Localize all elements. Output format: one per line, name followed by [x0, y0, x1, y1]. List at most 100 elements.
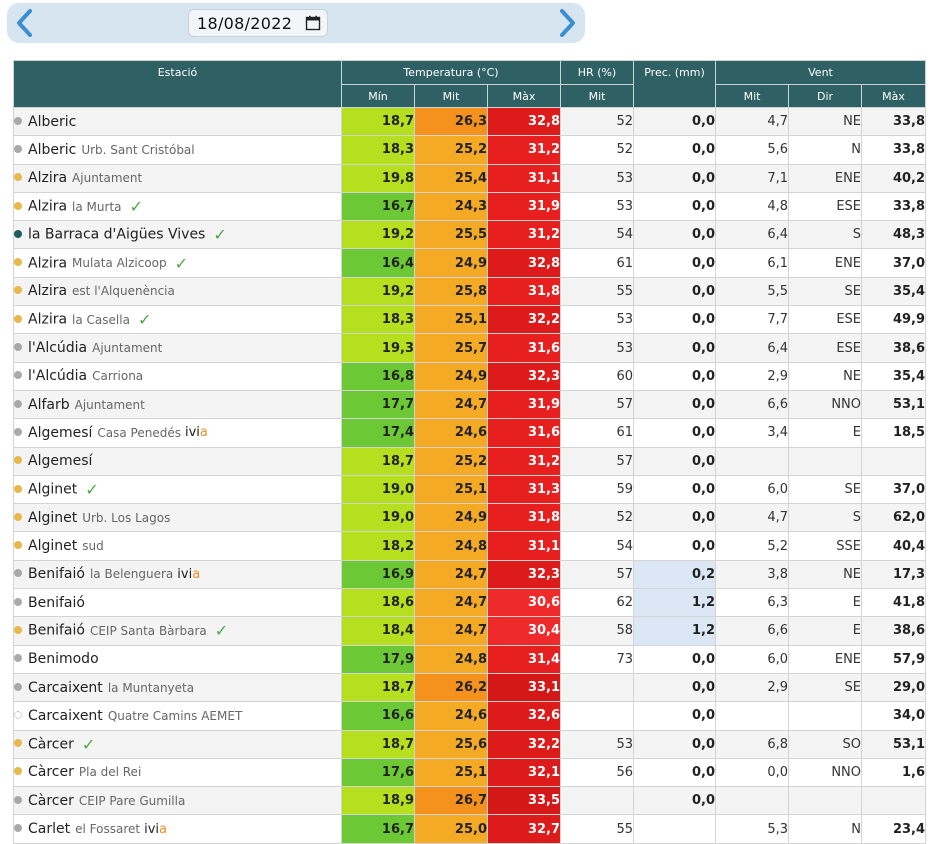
table-row[interactable]: Alberic Urb. Sant Cristóbal 18,3 25,2 31,2 52…	[13, 135, 927, 165]
temp-mit-cell: 25,6	[414, 729, 488, 759]
station-cell[interactable]: Alzira Mulata Alzicoop ✓	[13, 248, 342, 278]
date-input[interactable]: 18/08/2022	[188, 9, 328, 37]
table-row[interactable]: Algemesí Casa Penedés ivia 17,4 24,6 31,6 61 0,…	[13, 418, 927, 448]
humidity-cell: 52	[560, 106, 635, 137]
humidity-cell: 57	[560, 559, 635, 590]
header-temperature: Temperatura (°C)	[340, 60, 562, 85]
station-cell[interactable]: Carlet el Fossaret ivia	[13, 814, 342, 844]
table-row[interactable]: Alzira la Casella ✓ 18,3 25,1 32,2 53 0,0 7,7 ESE…	[13, 305, 927, 335]
table-row[interactable]: Carcaixent Quatre Camins AEMET 16,6 24,6 32,…	[13, 701, 927, 731]
header-wind-dir[interactable]: Dir	[788, 84, 863, 108]
table-row[interactable]: Alzira la Murta ✓ 16,7 24,3 31,9 53 0,0 4,8 ESE 33…	[13, 191, 927, 222]
station-cell[interactable]: Algemesí Casa Penedés ivia	[13, 418, 342, 448]
header-wind-max[interactable]: Màx	[861, 84, 927, 108]
station-cell[interactable]: la Barraca d'Aigües Vives ✓	[13, 220, 342, 250]
header-temp-mit[interactable]: Mit	[414, 84, 488, 108]
station-cell[interactable]: Alzira la Murta ✓	[13, 191, 342, 222]
table-row[interactable]: Benifaió CEIP Santa Bàrbara ✓ 18,4 24,7 30,4 5…	[13, 616, 927, 646]
precipitation-cell: 0,0	[633, 191, 717, 222]
wind-max-cell: 35,4	[861, 361, 927, 391]
station-cell[interactable]: Alginet Urb. Los Lagos	[13, 503, 342, 533]
station-cell[interactable]: Alberic	[13, 106, 342, 137]
station-cell[interactable]: Càrcer CEIP Pare Gumilla	[13, 786, 342, 816]
wind-max-cell: 33,8	[861, 106, 927, 137]
temp-max-cell: 30,4	[486, 616, 562, 646]
calendar-icon[interactable]	[305, 15, 321, 31]
next-day-button[interactable]	[549, 3, 585, 43]
wind-dir-cell: SE	[788, 672, 863, 703]
header-hr-mit[interactable]: Mit	[560, 84, 635, 108]
station-cell[interactable]: Alginet ✓	[13, 474, 342, 505]
table-row[interactable]: Càrcer ✓ 18,7 25,6 32,2 53 0,0 6,8 SO 53,1	[13, 729, 927, 759]
precipitation-cell: 0,0	[633, 531, 717, 561]
wind-max-cell: 49,9	[861, 305, 927, 335]
station-cell[interactable]: Benifaió la Belenguera ivia	[13, 559, 342, 590]
table-row[interactable]: Benifaió la Belenguera ivia 16,9 24,7 32,3 57 0…	[13, 559, 927, 590]
station-cell[interactable]: Benifaió CEIP Santa Bàrbara ✓	[13, 616, 342, 646]
status-dot-icon	[14, 399, 22, 408]
station-cell[interactable]: Alginet sud	[13, 531, 342, 561]
station-cell[interactable]: Carcaixent Quatre Camins AEMET	[13, 701, 342, 731]
temp-max-cell: 32,1	[486, 757, 562, 788]
station-cell[interactable]: Carcaixent la Muntanyeta	[13, 672, 342, 703]
wind-dir-cell: S	[788, 220, 863, 250]
header-temp-max[interactable]: Màx	[486, 84, 562, 108]
table-row[interactable]: Benimodo 17,9 24,8 31,4 73 0,0 6,0 ENE 57,9	[13, 644, 927, 674]
temp-max-cell: 31,2	[486, 220, 562, 250]
station-cell[interactable]: Càrcer ✓	[13, 729, 342, 759]
table-row[interactable]: Alzira Ajuntament 19,8 25,4 31,1 53 0,0 7,1 ENE 4…	[13, 163, 927, 193]
station-name: Benifaió	[28, 566, 85, 583]
station-cell[interactable]: Alfarb Ajuntament	[13, 389, 342, 420]
station-location: el Fossaret	[75, 822, 141, 837]
wind-mit-cell: 6,4	[715, 220, 790, 250]
wind-dir-cell: ENE	[788, 644, 863, 674]
table-row[interactable]: la Barraca d'Aigües Vives ✓ 19,2 25,5 31,2 54…	[13, 220, 927, 250]
station-cell[interactable]: Alzira Ajuntament	[13, 163, 342, 193]
station-cell[interactable]: l'Alcúdia Ajuntament	[13, 333, 342, 363]
table-row[interactable]: Alginet sud 18,2 24,8 31,1 54 0,0 5,2 SSE 40,4	[13, 531, 927, 561]
header-temp-min[interactable]: Mín	[341, 84, 415, 108]
precipitation-cell: 0,0	[633, 446, 717, 476]
table-row[interactable]: Alberic 18,7 26,3 32,8 52 0,0 4,7 NE 33,8	[13, 106, 927, 137]
table-row[interactable]: l'Alcúdia Carriona 16,8 24,9 32,3 60 0,0 2,9 NE 3…	[13, 361, 927, 391]
table-row[interactable]: Carlet el Fossaret ivia 16,7 25,0 32,7 55 5,3 N 2…	[13, 814, 927, 844]
table-row[interactable]: Alzira est l'Alquenència 19,2 25,8 31,8 55 0,0…	[13, 276, 927, 307]
station-cell[interactable]: Benifaió	[13, 588, 342, 618]
table-row[interactable]: Benifaió 18,6 24,7 30,6 62 1,2 6,3 E 41,8	[13, 588, 927, 618]
temp-min-cell: 19,3	[341, 333, 415, 363]
status-dot-icon	[14, 512, 22, 521]
station-cell[interactable]: l'Alcúdia Carriona	[13, 361, 342, 391]
table-row[interactable]: l'Alcúdia Ajuntament 19,3 25,7 31,6 53 0,0 6,4 E…	[13, 333, 927, 363]
station-cell[interactable]: Alberic Urb. Sant Cristóbal	[13, 135, 342, 165]
temp-max-cell: 31,6	[486, 418, 562, 448]
table-row[interactable]: Alginet Urb. Los Lagos 19,0 24,9 31,8 52 0,0 4,…	[13, 503, 927, 533]
status-dot-icon	[14, 116, 22, 125]
wind-mit-cell: 6,3	[715, 588, 790, 618]
header-precipitation[interactable]: Prec. (mm)	[633, 60, 717, 108]
wind-dir-cell: NNO	[788, 757, 863, 788]
table-row[interactable]: Carcaixent la Muntanyeta 18,7 26,2 33,1 0,0 2,…	[13, 672, 927, 703]
header-station[interactable]: Estació	[13, 60, 342, 108]
header-wind-mit[interactable]: Mit	[715, 84, 790, 108]
station-name: Alzira	[28, 255, 68, 272]
table-row[interactable]: Alginet ✓ 19,0 25,1 31,3 59 0,0 6,0 SE 37,0	[13, 474, 927, 505]
station-cell[interactable]: Càrcer Pla del Rei	[13, 757, 342, 788]
previous-day-button[interactable]	[7, 3, 43, 43]
station-cell[interactable]: Alzira est l'Alquenència	[13, 276, 342, 307]
table-row[interactable]: Alfarb Ajuntament 17,7 24,7 31,9 57 0,0 6,6 NNO 5…	[13, 389, 927, 420]
temp-min-cell: 16,8	[341, 361, 415, 391]
station-location: Carriona	[92, 369, 144, 384]
station-cell[interactable]: Algemesí	[13, 446, 342, 476]
humidity-cell: 53	[560, 191, 635, 222]
station-location: Casa Penedés	[97, 425, 181, 440]
table-row[interactable]: Càrcer CEIP Pare Gumilla 18,9 26,7 33,5 0,0	[13, 786, 927, 816]
table-row[interactable]: Algemesí 18,7 25,2 31,2 57 0,0	[13, 446, 927, 476]
temp-mit-cell: 24,9	[414, 248, 488, 278]
station-cell[interactable]: Alzira la Casella ✓	[13, 305, 342, 335]
temp-max-cell: 31,6	[486, 333, 562, 363]
temp-max-cell: 30,6	[486, 588, 562, 618]
table-row[interactable]: Càrcer Pla del Rei 17,6 25,1 32,1 56 0,0 0,0 NNO…	[13, 757, 927, 788]
table-row[interactable]: Alzira Mulata Alzicoop ✓ 16,4 24,9 32,8 61 0,0 6…	[13, 248, 927, 278]
station-cell[interactable]: Benimodo	[13, 644, 342, 674]
humidity-cell: 53	[560, 729, 635, 759]
